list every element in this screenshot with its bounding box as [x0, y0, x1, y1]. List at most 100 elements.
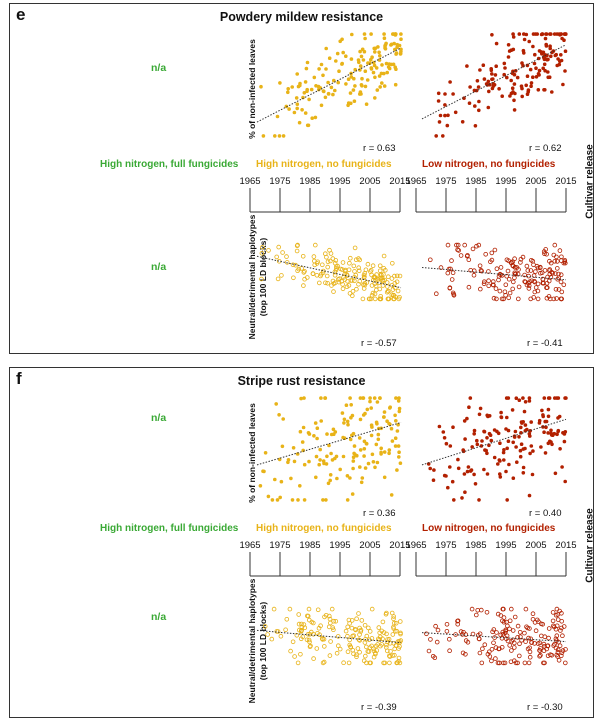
data-point — [512, 645, 517, 650]
data-point — [329, 85, 334, 90]
data-point — [519, 442, 524, 446]
data-point — [398, 52, 403, 56]
data-point — [291, 446, 296, 450]
data-point — [314, 454, 319, 459]
data-point — [502, 660, 508, 666]
data-point — [468, 85, 472, 89]
data-point — [324, 46, 328, 51]
data-point — [259, 84, 263, 89]
data-point — [502, 61, 507, 66]
x-tick-label: 1975 — [435, 176, 456, 187]
data-point — [477, 650, 483, 656]
data-point — [383, 611, 389, 617]
data-point — [498, 441, 502, 445]
x-tick-label: 1975 — [269, 540, 290, 551]
data-point — [273, 477, 277, 482]
data-point — [559, 32, 563, 36]
data-point — [556, 396, 561, 400]
data-point — [384, 280, 390, 285]
treatment-label-high-nitrogen: High nitrogen, no fungicides — [256, 159, 392, 170]
data-point — [502, 458, 506, 462]
data-point — [486, 278, 491, 283]
data-point — [350, 293, 355, 299]
x-tick-label: 1985 — [465, 540, 486, 551]
data-point — [281, 134, 286, 138]
data-point — [560, 633, 565, 639]
data-point — [485, 83, 490, 87]
data-point — [498, 265, 504, 270]
data-point — [476, 242, 482, 248]
data-point — [261, 469, 265, 473]
data-point — [504, 469, 508, 474]
data-point — [510, 86, 515, 90]
data-point — [554, 633, 560, 639]
data-point — [394, 279, 400, 285]
data-point — [489, 67, 493, 71]
data-point — [541, 66, 545, 71]
data-point — [322, 644, 327, 649]
data-point — [441, 430, 446, 434]
data-point — [373, 75, 377, 80]
data-point — [367, 660, 373, 666]
data-point — [394, 273, 400, 279]
data-point — [376, 636, 381, 642]
data-point — [391, 62, 396, 67]
data-point — [511, 440, 515, 445]
data-point — [522, 32, 526, 36]
data-point — [489, 250, 495, 256]
data-point — [387, 451, 391, 456]
data-point — [553, 271, 558, 276]
data-point — [446, 636, 452, 642]
data-point — [357, 436, 362, 440]
data-point — [559, 289, 565, 295]
r-value-hn-bottom: r = -0.57 — [361, 338, 397, 349]
data-point — [396, 422, 400, 427]
data-point — [320, 262, 325, 268]
data-point — [520, 94, 524, 99]
data-point — [542, 268, 548, 273]
data-point — [555, 259, 560, 264]
data-point — [353, 84, 357, 88]
data-point — [539, 270, 545, 276]
data-point — [296, 621, 302, 627]
data-point — [548, 439, 552, 444]
data-point — [442, 473, 447, 478]
data-point — [493, 645, 499, 650]
na-label-bottom: n/a — [151, 611, 167, 623]
data-point — [442, 436, 447, 440]
data-point — [485, 451, 489, 456]
data-point — [477, 498, 481, 502]
data-point — [393, 436, 398, 440]
data-point — [443, 103, 447, 107]
data-point — [542, 430, 546, 434]
data-point — [511, 279, 516, 285]
data-point — [548, 46, 552, 51]
data-point — [269, 636, 275, 642]
data-point — [266, 248, 271, 253]
data-point — [557, 248, 563, 253]
data-point — [455, 618, 461, 624]
data-point — [305, 60, 310, 65]
data-point — [274, 254, 280, 260]
data-point — [386, 65, 391, 69]
data-point — [332, 272, 338, 278]
data-point — [522, 630, 527, 636]
data-point — [349, 403, 353, 407]
x-tick-label: 1995 — [495, 176, 516, 187]
data-point — [382, 410, 387, 414]
data-point — [335, 51, 340, 56]
data-point — [539, 633, 544, 639]
data-point — [501, 606, 506, 612]
x-tick-label: 1965 — [239, 176, 260, 187]
data-point — [286, 90, 290, 95]
data-point — [393, 413, 397, 418]
data-point — [315, 436, 319, 441]
data-point — [374, 66, 379, 70]
data-point — [346, 267, 352, 273]
data-point — [328, 639, 333, 644]
data-point — [447, 648, 452, 653]
data-point — [512, 82, 517, 86]
data-point — [380, 636, 385, 642]
data-point — [295, 72, 299, 76]
data-point — [292, 110, 297, 115]
